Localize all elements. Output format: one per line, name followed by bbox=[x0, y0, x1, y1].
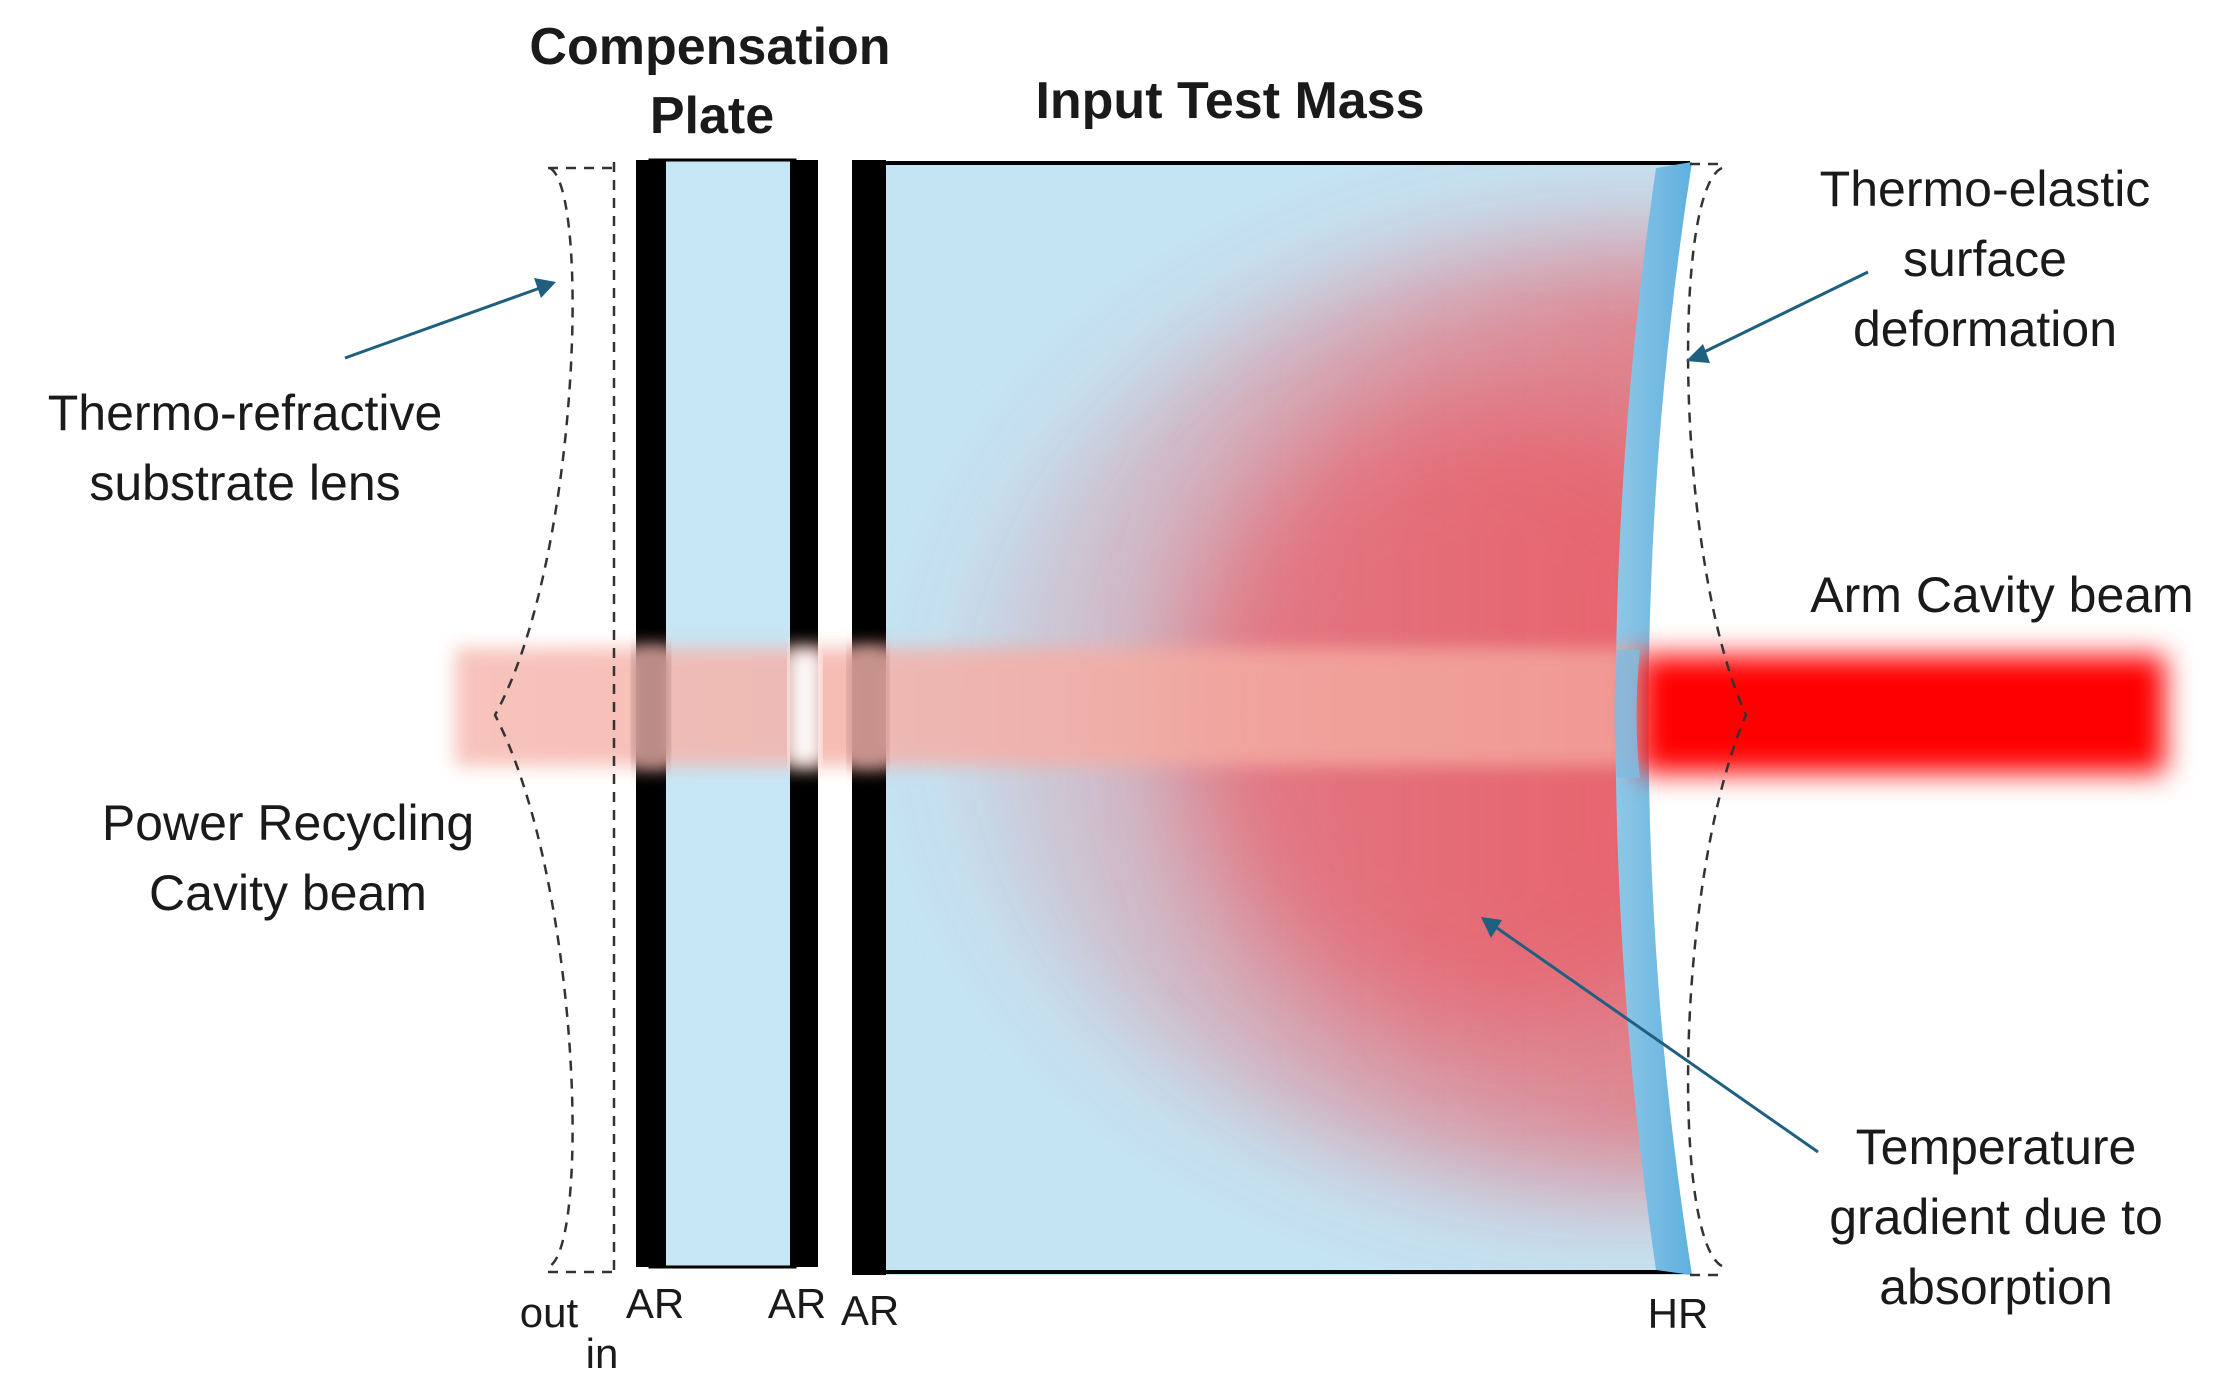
thermo-elastic-label-line2: surface bbox=[1903, 231, 2067, 287]
thermo-refractive-label-line1: Thermo-refractive bbox=[48, 385, 443, 441]
itm-hr-label: HR bbox=[1648, 1290, 1709, 1337]
power-recycling-beam bbox=[455, 648, 1645, 766]
input-test-mass-title: Input Test Mass bbox=[1035, 72, 1424, 130]
thermal-lens-profile bbox=[493, 162, 1748, 1277]
thermo-elastic-label-line1: Thermo-elastic bbox=[1820, 161, 2151, 217]
thermo-refractive-label-line2: substrate lens bbox=[89, 455, 400, 511]
temperature-arrowhead bbox=[1481, 917, 1502, 938]
annotation-arrows bbox=[344, 270, 1869, 1154]
thermo-elastic-deformation-curve bbox=[1686, 166, 1748, 1268]
beam-through-itm-ar bbox=[850, 650, 886, 765]
temperature-label-line3: absorption bbox=[1879, 1259, 2113, 1315]
temperature-label-line2: gradient due to bbox=[1829, 1189, 2163, 1245]
hr-coating bbox=[1615, 162, 1692, 1275]
compensation-plate-title-line1: Compensation bbox=[529, 18, 890, 76]
compensation-plate-title-line2: Plate bbox=[650, 87, 774, 145]
in-surface-label: in bbox=[586, 1330, 619, 1377]
out-surface-label: out bbox=[520, 1289, 579, 1336]
thermo-refractive-lens-curve bbox=[493, 166, 574, 1268]
arm-cavity-beam bbox=[1640, 655, 2165, 773]
arm-cavity-beam-label: Arm Cavity beam bbox=[1810, 567, 2193, 623]
itm-ar-label: AR bbox=[841, 1287, 899, 1334]
cp-ar-left-label: AR bbox=[626, 1280, 684, 1327]
thermo-refractive-arrow bbox=[344, 286, 541, 360]
temperature-label-line1: Temperature bbox=[1856, 1119, 2137, 1175]
thermo-refractive-arrowhead bbox=[534, 278, 556, 298]
beam-through-cp-gap bbox=[790, 650, 820, 765]
hr-coating-over-beam bbox=[1614, 650, 1640, 778]
temperature-arrow bbox=[1496, 926, 1819, 1154]
power-recycling-label-line2: Cavity beam bbox=[149, 865, 427, 921]
thermo-elastic-arrowhead bbox=[1686, 344, 1710, 363]
thermo-elastic-arrow bbox=[1701, 270, 1869, 355]
cp-ar-right-label: AR bbox=[768, 1280, 826, 1327]
beam-through-ar-coating bbox=[634, 650, 668, 765]
thermo-elastic-label-line3: deformation bbox=[1853, 301, 2117, 357]
power-recycling-label-line1: Power Recycling bbox=[102, 795, 474, 851]
